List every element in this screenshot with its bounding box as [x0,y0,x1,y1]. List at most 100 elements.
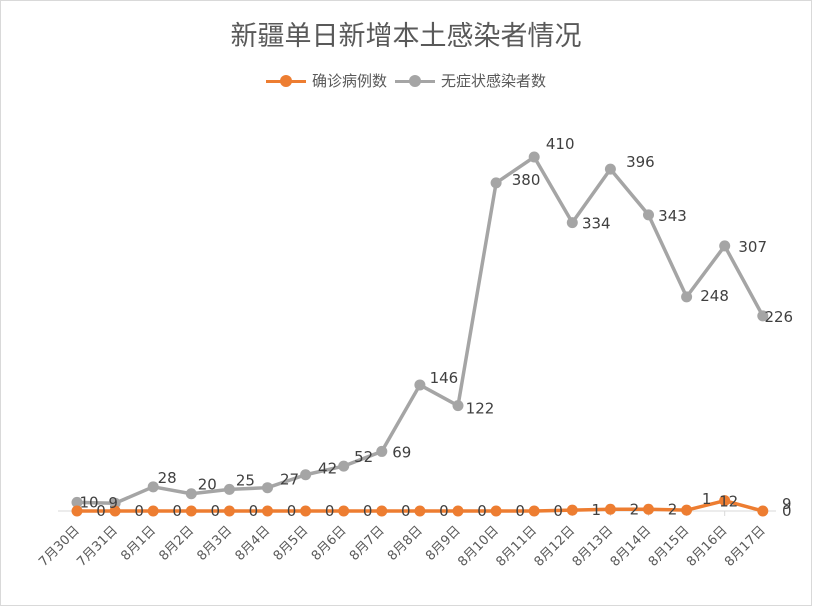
data-label-asymptomatic: 226 [764,308,793,326]
x-tick-label: 7月30日 [36,523,83,570]
data-point-confirmed [109,505,121,517]
x-tick-label: 8月14日 [608,523,655,570]
x-tick-label: 8月6日 [309,523,350,564]
data-point-confirmed [338,505,350,517]
legend-label-asymptomatic: 无症状感染者数 [441,72,547,90]
data-label-confirmed: 0 [782,502,792,520]
data-point-asymptomatic [300,469,312,481]
data-label-asymptomatic: 28 [158,469,177,487]
data-point-asymptomatic [719,240,731,252]
data-point-confirmed [528,505,540,517]
data-point-asymptomatic [223,483,235,495]
data-point-asymptomatic [490,177,502,189]
data-point-confirmed [414,505,426,517]
data-label-confirmed: 0 [515,502,525,520]
data-label-asymptomatic: 25 [236,471,255,489]
x-tick-label: 8月13日 [570,523,617,570]
data-point-asymptomatic [338,460,350,472]
data-point-asymptomatic [681,291,693,303]
data-point-confirmed [300,505,312,517]
x-tick-label: 8月2日 [156,523,197,564]
x-tick-label: 8月5日 [271,523,312,564]
data-label-asymptomatic: 27 [280,471,299,489]
data-point-confirmed [681,504,693,516]
data-point-confirmed [262,505,273,517]
x-tick-label: 8月12日 [532,523,579,570]
data-point-asymptomatic [109,497,121,509]
data-point-asymptomatic [604,163,616,175]
data-point-asymptomatic [414,379,426,391]
data-label-asymptomatic: 52 [354,448,373,466]
data-label-asymptomatic: 9 [108,494,118,512]
x-tick-label: 8月1日 [118,523,159,564]
x-tick-label: 8月17日 [722,523,769,570]
data-point-confirmed [147,505,159,517]
data-label-asymptomatic: 122 [466,400,495,418]
data-label-confirmed: 0 [553,502,563,520]
data-point-asymptomatic [71,496,83,508]
data-label-asymptomatic: 248 [700,287,729,305]
data-label-confirmed: 0 [363,502,373,520]
legend-item-confirmed: 确诊病例数 [265,70,387,91]
data-point-asymptomatic [376,445,388,457]
data-point-asymptomatic [262,482,273,494]
data-label-asymptomatic: 343 [658,207,687,225]
data-label-asymptomatic: 380 [512,171,541,189]
chart-legend: 确诊病例数 无症状感染者数 [0,70,812,91]
data-label-asymptomatic: 10 [79,493,98,511]
x-tick-label: 7月31日 [74,523,121,570]
data-point-confirmed [223,505,235,517]
data-point-asymptomatic [452,400,464,412]
data-label-asymptomatic: 146 [430,369,459,387]
data-label-asymptomatic: 334 [582,215,611,233]
x-tick-label: 8月7日 [347,523,388,564]
data-label-asymptomatic: 410 [546,135,575,153]
data-label-confirmed: 0 [477,502,487,520]
data-point-asymptomatic [528,151,540,163]
data-label-confirmed: 12 [719,493,738,511]
x-tick-label: 8月8日 [385,523,426,564]
x-tick-label: 8月16日 [684,523,731,570]
data-label-confirmed: 1 [592,501,602,519]
data-point-confirmed [490,505,502,517]
data-label-asymptomatic: 20 [198,476,217,494]
legend-label-confirmed: 确诊病例数 [311,72,387,90]
x-tick-label: 8月4日 [233,523,274,564]
data-point-confirmed [719,495,731,507]
data-point-asymptomatic [757,310,769,322]
data-label-confirmed: 0 [325,502,335,520]
data-label-confirmed-extra: 9 [782,495,792,513]
data-point-confirmed [757,505,769,517]
data-label-confirmed: 0 [439,502,449,520]
legend-swatch-confirmed [265,74,306,88]
data-point-confirmed [71,505,83,517]
data-label-confirmed: 0 [287,502,297,520]
data-label-confirmed: 0 [172,502,182,520]
data-point-confirmed [566,504,578,516]
data-label-asymptomatic: 69 [392,443,411,461]
data-point-confirmed [643,503,654,515]
data-point-confirmed [604,503,616,515]
data-point-confirmed [185,505,197,517]
x-tick-label: 8月10日 [455,523,502,570]
data-label-asymptomatic: 396 [626,153,655,171]
legend-swatch-asymptomatic [395,74,435,88]
data-label-confirmed: 1 [702,490,712,508]
data-point-asymptomatic [566,217,578,229]
data-point-confirmed [376,505,388,517]
data-label-confirmed: 0 [249,502,259,520]
data-label-confirmed: 2 [630,500,640,518]
data-point-asymptomatic [185,488,197,500]
x-tick-label: 8月11日 [493,523,540,570]
data-label-confirmed: 0 [401,502,411,520]
data-point-confirmed [452,505,464,517]
data-label-confirmed: 0 [134,502,144,520]
data-label-confirmed: 2 [668,500,678,518]
data-label-confirmed: 0 [96,502,106,520]
chart-title: 新疆单日新增本土感染者情况 [230,21,582,52]
data-point-asymptomatic [643,209,654,221]
x-tick-label: 8月3日 [195,523,236,564]
x-tick-label: 8月15日 [646,523,693,570]
